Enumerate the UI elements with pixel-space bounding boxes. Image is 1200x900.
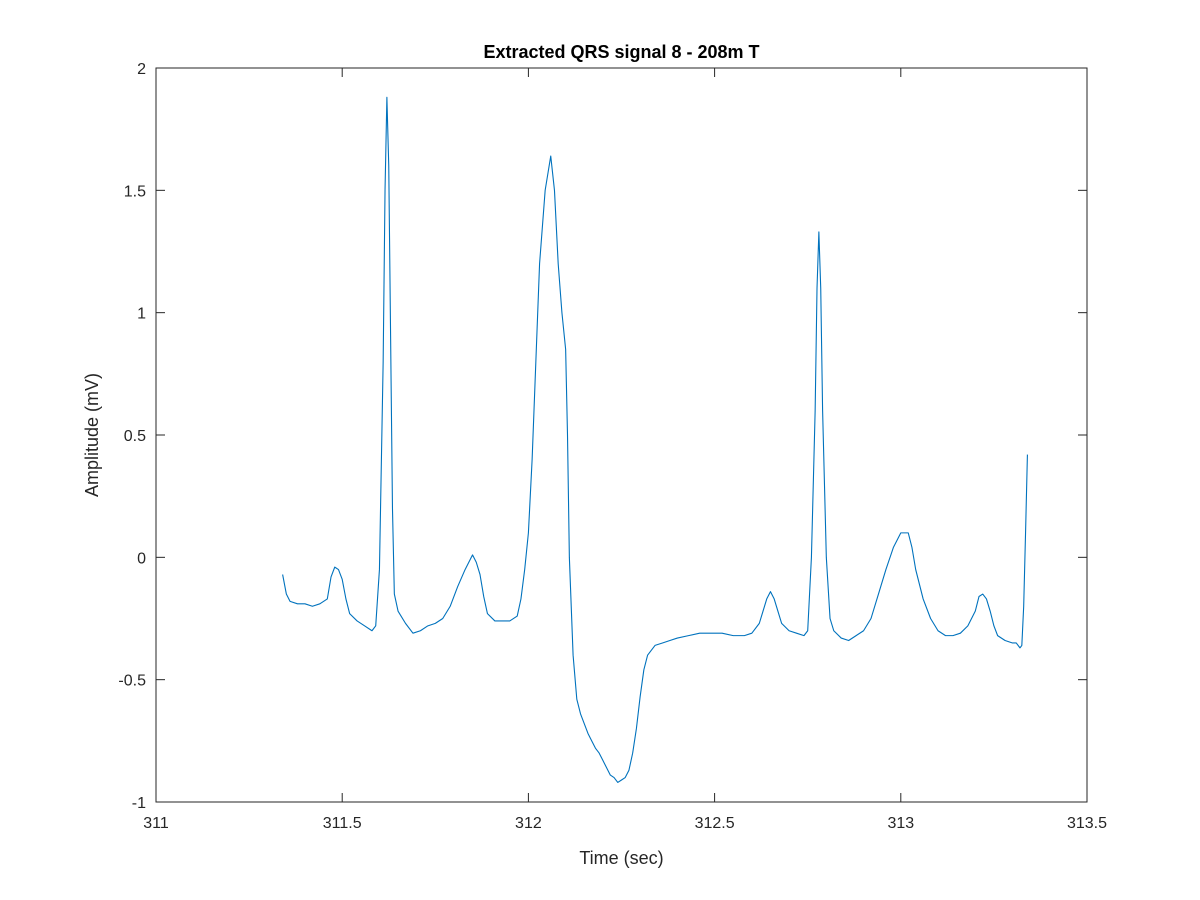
y-tick-label: 0.5: [124, 428, 146, 445]
y-tick-label: -0.5: [118, 673, 146, 690]
x-tick-label: 312.5: [695, 815, 735, 832]
plot-area: [156, 68, 1087, 802]
y-tick-label: 2: [137, 61, 146, 78]
y-tick-label: 1: [137, 306, 146, 323]
y-tick-label: 0: [137, 550, 146, 567]
plot-box: [155, 67, 1088, 803]
y-tick-label: -1: [132, 795, 146, 812]
series-layer: [282, 96, 1028, 783]
x-tick-label: 313: [887, 815, 914, 832]
y-axis-ticks: -1 -0.5 0 0.5 1 1.5 2: [118, 61, 1087, 812]
chart-title: Extracted QRS signal 8 - 208m T: [483, 42, 759, 62]
y-axis-label: Amplitude (mV): [82, 373, 102, 497]
x-tick-label: 313.5: [1067, 815, 1107, 832]
x-axis-label: Time (sec): [579, 848, 663, 868]
x-tick-label: 311.5: [323, 815, 362, 832]
y-tick-label: 1.5: [124, 183, 146, 200]
x-tick-label: 311: [143, 815, 169, 832]
x-tick-label: 312: [515, 815, 542, 832]
series-line: [282, 96, 1028, 783]
